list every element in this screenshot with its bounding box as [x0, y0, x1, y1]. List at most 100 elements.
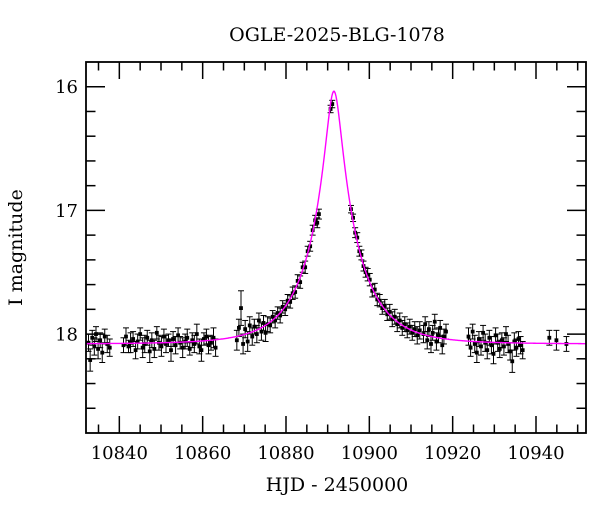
- data-point-marker: [410, 330, 415, 335]
- data-point-marker: [166, 338, 171, 343]
- data-point-marker: [275, 311, 280, 315]
- data-point-marker: [283, 307, 288, 312]
- data-point-marker: [86, 340, 91, 345]
- data-point-marker: [470, 329, 475, 334]
- data-point-marker: [102, 334, 107, 339]
- data-point-marker: [199, 348, 204, 353]
- data-point-marker: [261, 321, 266, 325]
- data-point-marker: [140, 345, 145, 350]
- data-point-marker: [510, 359, 515, 364]
- tick-labels-layer: 10840 10860 10880 10900 10920 10940 16 17 18: [55, 77, 565, 464]
- data-point-marker: [377, 298, 382, 303]
- data-point-marker: [474, 350, 479, 355]
- data-point-marker: [485, 348, 490, 353]
- data-point: [130, 331, 137, 347]
- x-tick-label: 10860: [174, 443, 231, 464]
- data-point-marker: [131, 337, 135, 341]
- data-point-marker: [298, 280, 303, 285]
- data-point-marker: [328, 107, 333, 111]
- x-tick-label: 10940: [507, 443, 564, 464]
- data-point-marker: [280, 304, 285, 309]
- data-point-marker: [516, 337, 521, 341]
- data-point-marker: [239, 306, 243, 310]
- data-point-marker: [506, 342, 510, 346]
- data-point-marker: [444, 329, 448, 334]
- y-axis-label: I magnitude: [5, 189, 27, 306]
- data-point-marker: [213, 345, 218, 350]
- data-point-marker: [159, 344, 164, 349]
- data-point-marker: [147, 349, 152, 354]
- data-point-marker: [185, 335, 190, 340]
- data-point-marker: [491, 351, 496, 356]
- data-point-marker: [254, 332, 259, 336]
- data-point-marker: [330, 102, 335, 106]
- data-point-marker: [438, 325, 443, 330]
- data-point-marker: [206, 343, 211, 348]
- data-point-marker: [382, 303, 387, 308]
- data-point-marker: [142, 342, 147, 346]
- data-point-marker: [190, 338, 195, 343]
- data-point-marker: [152, 347, 157, 351]
- data-point-marker: [211, 335, 216, 340]
- data-point-marker: [427, 327, 431, 332]
- data-point: [238, 290, 244, 326]
- data-point-marker: [259, 329, 264, 334]
- data-point-marker: [300, 265, 305, 270]
- data-point: [87, 348, 94, 372]
- data-point-marker: [429, 342, 433, 346]
- data-point-marker: [402, 322, 407, 327]
- data-point: [553, 329, 560, 351]
- data-point-marker: [508, 349, 513, 354]
- data-point-marker: [407, 324, 412, 329]
- x-tick-label: 10900: [341, 443, 398, 464]
- data-point-marker: [380, 306, 385, 310]
- data-point-marker: [164, 342, 168, 346]
- data-point-marker: [554, 338, 559, 343]
- data-point-marker: [303, 265, 308, 270]
- data-point-marker: [197, 344, 202, 349]
- data-point-marker: [273, 318, 278, 323]
- data-point-marker: [466, 334, 471, 339]
- data-point-marker: [317, 212, 321, 217]
- data-point-marker: [124, 334, 128, 339]
- data-point-marker: [88, 358, 93, 362]
- data-point: [519, 340, 526, 360]
- data-point-marker: [493, 333, 498, 338]
- data-point-marker: [98, 338, 103, 343]
- data-point-marker: [417, 328, 422, 333]
- data-point-marker: [268, 323, 273, 328]
- data-point-marker: [430, 330, 435, 335]
- data-point-marker: [243, 327, 248, 332]
- data-point-marker: [423, 322, 428, 327]
- data-point: [416, 321, 423, 340]
- data-point-marker: [375, 297, 380, 302]
- data-point-marker: [250, 334, 255, 339]
- data-point-marker: [487, 335, 492, 340]
- data-point: [431, 313, 438, 330]
- data-point: [95, 338, 102, 360]
- x-axis-label: HJD - 2450000: [266, 474, 409, 496]
- data-points-layer: [85, 99, 570, 373]
- data-point-marker: [512, 339, 517, 344]
- data-point-marker: [415, 333, 420, 338]
- data-point: [210, 327, 217, 349]
- model-curve: [85, 90, 586, 345]
- data-point-marker: [400, 325, 405, 330]
- data-point-marker: [405, 328, 410, 333]
- data-point-marker: [138, 332, 143, 336]
- data-point-marker: [481, 330, 485, 335]
- y-tick-label: 17: [55, 201, 78, 222]
- data-point-marker: [241, 342, 245, 346]
- data-point-marker: [154, 330, 159, 335]
- data-point-marker: [355, 235, 360, 240]
- data-point-marker: [100, 350, 105, 355]
- data-point-marker: [367, 277, 372, 282]
- data-point: [132, 340, 139, 360]
- data-point-marker: [285, 298, 290, 303]
- data-point-marker: [434, 339, 439, 344]
- data-point-marker: [477, 337, 481, 341]
- data-point-marker: [107, 345, 112, 350]
- data-point-marker: [169, 348, 173, 353]
- data-point-marker: [479, 344, 483, 349]
